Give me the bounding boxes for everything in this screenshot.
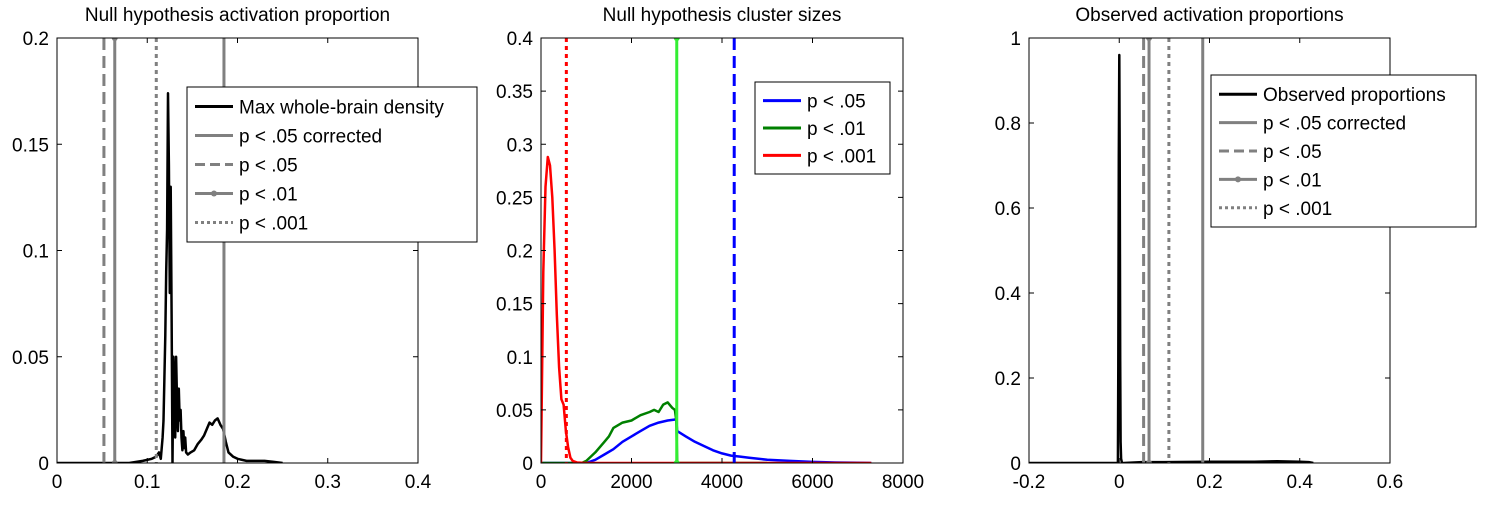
plot-area (541, 38, 872, 463)
threshold-marker (673, 38, 680, 41)
legend-label: p < .05 corrected (1263, 114, 1406, 135)
legend: p < .05 p < .01 p < .001 (754, 81, 891, 175)
chart-title: Observed activation proportions (1075, 5, 1343, 26)
legend-label: p < .05 (1263, 142, 1322, 163)
legend-label: p < .05 (807, 92, 866, 113)
x-tick-label: 0 (52, 472, 63, 493)
y-tick-label: 0.4 (995, 284, 1022, 305)
y-tick-label: 0.2 (23, 29, 49, 50)
x-tick-label: 6000 (791, 472, 833, 493)
chart-title: Null hypothesis cluster sizes (603, 5, 842, 26)
y-tick-label: 0 (522, 454, 533, 475)
legend-box (186, 86, 478, 243)
x-tick-label: 4000 (701, 472, 743, 493)
plot-area (1029, 38, 1314, 463)
x-tick-label: 0.6 (1377, 472, 1403, 493)
y-tick-label: 0.25 (496, 188, 533, 209)
y-tick-label: 1 (1010, 29, 1021, 50)
series-line (1029, 53, 1314, 463)
chart-panel-2: Null hypothesis cluster sizes 0 2000 4000 60… (496, 5, 924, 493)
y-tick-label: 0 (1010, 454, 1021, 475)
x-tick-label: 0.2 (224, 472, 250, 493)
legend-label: Max whole-brain density (239, 98, 444, 119)
legend-label: p < .05 corrected (239, 127, 382, 148)
legend-label: p < .001 (239, 214, 308, 235)
x-tick-label: 2000 (610, 472, 652, 493)
chart-panel-3: Observed activation proportions-0.2 0 0.2 0… (995, 5, 1477, 493)
legend-marker (1235, 176, 1241, 183)
x-tick-label: 0.4 (1287, 472, 1314, 493)
chart-title: Null hypothesis activation proportion (85, 5, 390, 26)
x-tick-label: 0.2 (1196, 472, 1222, 493)
y-tick-label: 0.3 (507, 135, 533, 156)
x-tick-label: 8000 (882, 472, 924, 493)
series-line (541, 155, 872, 463)
y-tick-label: 0.15 (12, 135, 49, 156)
chart-panel-1: Null hypothesis activation proportion 0 0.… (12, 5, 478, 493)
series-line (541, 401, 768, 463)
y-tick-label: 0.2 (995, 369, 1021, 390)
x-tick-label: -0.2 (1013, 472, 1046, 493)
legend-label: p < .01 (807, 119, 866, 140)
y-tick-label: 0.1 (507, 348, 533, 369)
y-tick-label: 0.2 (507, 242, 533, 263)
y-tick-label: 0.8 (995, 114, 1021, 135)
y-tick-label: 0.1 (23, 242, 49, 263)
y-tick-label: 0.05 (12, 348, 49, 369)
legend-marker (211, 190, 217, 197)
x-tick-label: 0 (536, 472, 547, 493)
x-tick-label: 0.3 (315, 472, 341, 493)
y-tick-label: 0 (38, 454, 49, 475)
y-tick-label: 0.05 (496, 401, 533, 422)
threshold-marker (1146, 38, 1153, 41)
x-tick-label: 0.1 (134, 472, 160, 493)
x-tick-label: 0.4 (405, 472, 432, 493)
legend-label: p < .001 (1263, 199, 1332, 220)
series-line (541, 418, 872, 463)
threshold-marker (1146, 460, 1153, 463)
y-tick-label: 0.15 (496, 295, 533, 316)
legend-label: p < .001 (807, 146, 876, 167)
x-tick-label: 0 (1114, 472, 1125, 493)
threshold-marker (111, 460, 118, 463)
legend: Max whole-brain density p < .05 corrected… (186, 86, 478, 243)
legend-label: p < .01 (1263, 170, 1322, 191)
y-tick-label: 0.35 (496, 82, 533, 103)
y-tick-label: 0.4 (507, 29, 534, 50)
threshold-marker (673, 460, 680, 463)
legend-label: Observed proportions (1263, 85, 1446, 106)
y-tick-label: 0.6 (995, 199, 1021, 220)
legend-label: p < .05 (239, 156, 298, 177)
legend-label: p < .01 (239, 185, 298, 206)
threshold-marker (111, 38, 118, 41)
legend: Observed proportions p < .05 corrected p <… (1210, 74, 1477, 228)
